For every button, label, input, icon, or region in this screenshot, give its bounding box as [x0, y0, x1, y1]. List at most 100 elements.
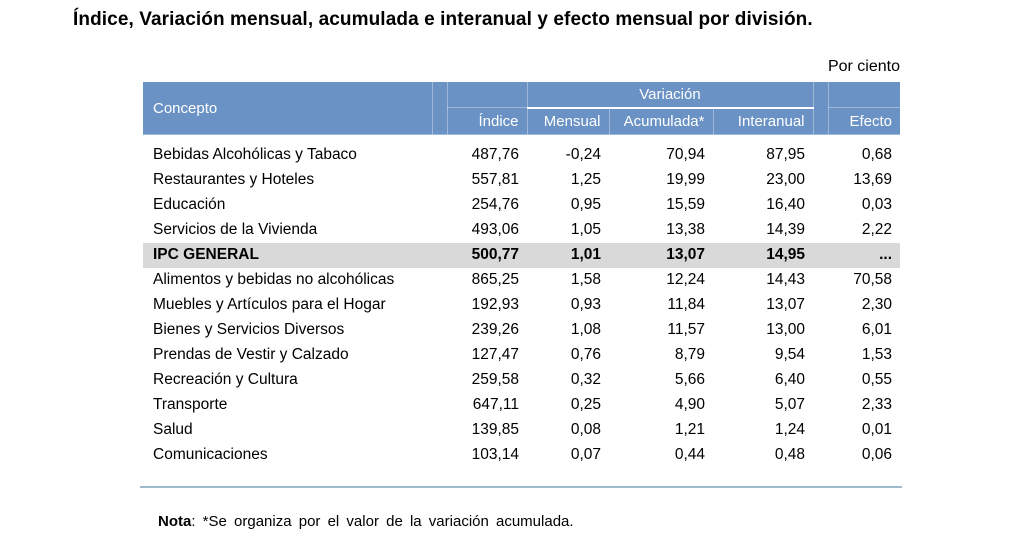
table-row: Transporte 647,11 0,25 4,90 5,07 2,33 [143, 393, 900, 418]
cell-concepto: Bebidas Alcohólicas y Tabaco [153, 146, 357, 163]
cell-acumulada: 13,07 [609, 242, 713, 268]
cell-indice: 103,14 [471, 446, 519, 463]
cell-gap-left [432, 268, 447, 293]
cell-efecto: 70,58 [853, 271, 892, 288]
cell-gap-right [813, 143, 828, 168]
spacer-row [143, 135, 900, 143]
cell-acumulada: 13,38 [666, 221, 705, 238]
cell-indice: 239,26 [471, 321, 519, 338]
cell-gap-right [813, 193, 828, 218]
header-col-efecto: Efecto [827, 107, 900, 135]
table-row: Educación 254,76 0,95 15,59 16,40 0,03 [143, 193, 900, 218]
header-gap-left [431, 81, 448, 135]
cell-interanual: 16,40 [766, 196, 805, 213]
cell-concepto: Salud [153, 421, 193, 438]
cell-interanual: 9,54 [774, 346, 805, 363]
cell-gap-left [432, 293, 447, 318]
page-title: Índice, Variación mensual, acumulada e i… [73, 9, 813, 30]
cell-gap-left [432, 393, 447, 418]
cell-gap-right [813, 393, 828, 418]
cell-acumulada: 1,21 [674, 421, 705, 438]
cell-gap-right [813, 168, 828, 193]
cell-acumulada: 11,84 [667, 296, 705, 313]
header-indice-top [446, 81, 528, 108]
header-variacion: Variación [526, 81, 814, 109]
cell-efecto: 0,01 [861, 421, 892, 438]
table-row: IPC GENERAL 500,77 1,01 13,07 14,95 ... [143, 242, 900, 268]
cell-mensual: 1,05 [570, 221, 601, 238]
cell-gap-right [813, 293, 828, 318]
unit-label: Por ciento [827, 58, 900, 75]
header-col-mensual: Mensual [526, 107, 610, 135]
cell-mensual: -0,24 [565, 146, 601, 163]
table-bottom-rule [140, 486, 902, 488]
cell-concepto: Servicios de la Vivienda [153, 221, 318, 238]
cell-interanual: 13,07 [766, 296, 805, 313]
cell-indice: 127,47 [471, 346, 519, 363]
cell-efecto: 1,53 [861, 346, 892, 363]
cell-indice: 500,77 [447, 242, 527, 268]
cell-concepto: Bienes y Servicios Diversos [153, 321, 345, 338]
cell-mensual: 1,25 [570, 171, 601, 188]
cell-mensual: 1,01 [527, 242, 609, 268]
table-header: Concepto Variación Índice Mensual Acumul… [143, 81, 900, 135]
cell-gap-left [432, 343, 447, 368]
cell-concepto: Comunicaciones [153, 446, 268, 463]
cell-gap-left [432, 368, 447, 393]
cell-gap-left [432, 242, 447, 268]
cell-indice: 487,76 [471, 146, 519, 163]
table-row: Restaurantes y Hoteles 557,81 1,25 19,99… [143, 168, 900, 193]
table-row: Recreación y Cultura 259,58 0,32 5,66 6,… [143, 368, 900, 393]
cell-interanual: 14,95 [713, 242, 813, 268]
cell-gap-left [432, 218, 447, 243]
cell-interanual: 87,95 [766, 146, 805, 163]
cell-interanual: 23,00 [766, 171, 805, 188]
cell-indice: 192,93 [471, 296, 519, 313]
header-col-indice: Índice [446, 107, 528, 135]
cell-efecto: 0,06 [861, 446, 892, 463]
cell-acumulada: 8,79 [674, 346, 705, 363]
cell-gap-right [813, 368, 828, 393]
cell-indice: 865,25 [471, 271, 519, 288]
cell-efecto: 0,68 [861, 146, 892, 163]
cell-interanual: 6,40 [774, 371, 805, 388]
cell-efecto: 6,01 [861, 321, 892, 338]
cell-mensual: 0,07 [570, 446, 601, 463]
cell-interanual: 0,48 [774, 446, 805, 463]
cell-efecto: 13,69 [853, 171, 892, 188]
cell-acumulada: 11,57 [667, 321, 705, 338]
cell-indice: 557,81 [471, 171, 519, 188]
cell-gap-left [432, 318, 447, 343]
header-efecto-top [827, 81, 900, 108]
cell-concepto: Restaurantes y Hoteles [153, 171, 315, 188]
cell-concepto: Transporte [153, 396, 228, 413]
cell-efecto: 2,33 [861, 396, 892, 413]
cell-gap-right [813, 218, 828, 243]
cell-gap-left [432, 418, 447, 443]
cell-mensual: 0,08 [570, 421, 601, 438]
cell-concepto: Recreación y Cultura [153, 371, 298, 388]
cell-indice: 139,85 [471, 421, 519, 438]
cell-mensual: 0,32 [570, 371, 601, 388]
cell-gap-right [813, 318, 828, 343]
table-row: Salud 139,85 0,08 1,21 1,24 0,01 [143, 418, 900, 443]
header-col-acumulada: Acumulada* [608, 107, 714, 135]
cell-interanual: 14,43 [766, 271, 805, 288]
cell-concepto: IPC GENERAL [143, 242, 432, 268]
header-col-interanual: Interanual [712, 107, 814, 135]
cell-indice: 254,76 [471, 196, 519, 213]
cell-efecto: 2,30 [861, 296, 892, 313]
cell-mensual: 0,93 [570, 296, 601, 313]
cell-interanual: 5,07 [774, 396, 805, 413]
table-body: Bebidas Alcohólicas y Tabaco 487,76 -0,2… [143, 135, 900, 468]
footnote-text: : *Se organiza por el valor de la variac… [191, 513, 574, 530]
cell-interanual: 14,39 [766, 221, 805, 238]
cell-gap-left [432, 193, 447, 218]
table-row: Bebidas Alcohólicas y Tabaco 487,76 -0,2… [143, 143, 900, 168]
cell-acumulada: 19,99 [666, 171, 705, 188]
table-row: Alimentos y bebidas no alcohólicas 865,2… [143, 268, 900, 293]
cell-gap-left [432, 443, 447, 468]
cell-interanual: 1,24 [774, 421, 805, 438]
cell-acumulada: 0,44 [674, 446, 705, 463]
cell-concepto: Educación [153, 196, 226, 213]
